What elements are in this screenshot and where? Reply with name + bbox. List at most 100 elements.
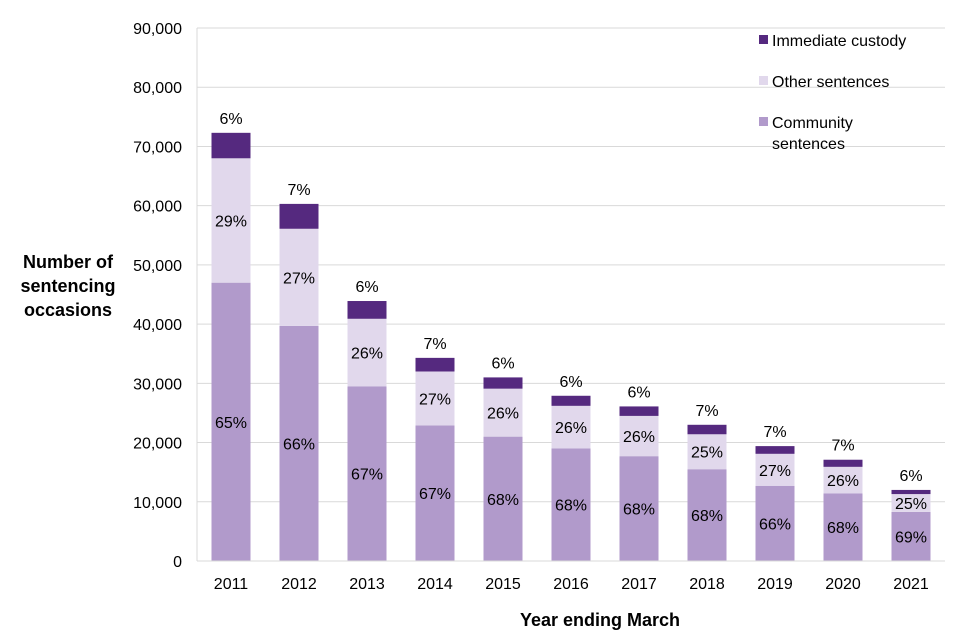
bar-community-sentences-2017 xyxy=(619,456,659,561)
data-label-other-sentences-2011: 29% xyxy=(215,213,247,230)
data-label-community-sentences-2017: 68% xyxy=(623,502,655,519)
data-label-immediate-custody-2012: 7% xyxy=(287,182,310,199)
data-label-other-sentences-2019: 27% xyxy=(759,463,791,480)
y-tick-label: 40,000 xyxy=(133,317,182,334)
data-label-community-sentences-2015: 68% xyxy=(487,492,519,509)
bar-community-sentences-2018 xyxy=(687,469,727,561)
bar-other-sentences-2014 xyxy=(415,371,455,426)
bar-other-sentences-2016 xyxy=(551,405,591,449)
bar-other-sentences-2021 xyxy=(891,494,931,512)
y-tick-label: 90,000 xyxy=(133,21,182,38)
legend-swatch-immediate-custody xyxy=(759,35,768,44)
data-label-immediate-custody-2019: 7% xyxy=(763,424,786,441)
data-label-immediate-custody-2021: 6% xyxy=(899,468,922,485)
data-label-community-sentences-2018: 68% xyxy=(691,508,723,525)
data-label-other-sentences-2018: 25% xyxy=(691,445,723,462)
x-tick-label: 2021 xyxy=(893,576,929,593)
bar-community-sentences-2015 xyxy=(483,436,523,561)
data-label-immediate-custody-2014: 7% xyxy=(423,336,446,353)
bar-other-sentences-2017 xyxy=(619,415,659,457)
legend-label-immediate-custody: Immediate custody xyxy=(772,33,906,50)
data-label-immediate-custody-2017: 6% xyxy=(627,384,650,401)
x-tick-label: 2017 xyxy=(621,576,657,593)
data-label-community-sentences-2012: 66% xyxy=(283,436,315,453)
y-tick-label: 10,000 xyxy=(133,495,182,512)
data-label-other-sentences-2021: 25% xyxy=(895,496,927,513)
x-tick-label: 2018 xyxy=(689,576,725,593)
x-tick-label: 2014 xyxy=(417,576,453,593)
legend-item-community-sentences: Community sentences xyxy=(759,115,853,153)
data-label-immediate-custody-2015: 6% xyxy=(491,355,514,372)
data-label-other-sentences-2014: 27% xyxy=(419,391,451,408)
y-axis-title: Number of sentencing occasions xyxy=(20,252,115,320)
bar-community-sentences-2011 xyxy=(211,282,251,561)
x-tick-label: 2011 xyxy=(214,576,249,593)
bar-other-sentences-2018 xyxy=(687,434,727,470)
bar-other-sentences-2011 xyxy=(211,158,251,283)
data-label-community-sentences-2019: 66% xyxy=(759,516,791,533)
gridlines xyxy=(197,27,945,503)
bar-immediate-custody-2020 xyxy=(823,459,863,467)
data-label-community-sentences-2013: 67% xyxy=(351,467,383,484)
x-tick-label: 2012 xyxy=(281,576,317,593)
x-axis: 2011 2012 2013 2014 2015 2016 2017 2018 2019 2020… xyxy=(214,576,929,593)
bars xyxy=(211,132,931,561)
data-label-immediate-custody-2020: 7% xyxy=(831,438,854,455)
bar-community-sentences-2021 xyxy=(891,511,931,561)
data-label-other-sentences-2020: 26% xyxy=(827,473,859,490)
bar-other-sentences-2020 xyxy=(823,466,863,494)
bar-immediate-custody-2012 xyxy=(279,203,319,229)
bar-community-sentences-2020 xyxy=(823,493,863,561)
x-tick-label: 2020 xyxy=(825,576,861,593)
data-labels: 65% 29% 6% 66% 27% 7% 67% 26% 6% 67% 27% 7% 68% 26% 6%… xyxy=(215,111,927,547)
data-label-community-sentences-2016: 68% xyxy=(555,498,587,515)
legend-item-other-sentences: Other sentences xyxy=(759,74,889,91)
bar-immediate-custody-2013 xyxy=(347,301,387,319)
y-tick-label: 30,000 xyxy=(133,376,182,393)
data-label-other-sentences-2012: 27% xyxy=(283,270,315,287)
data-label-community-sentences-2020: 68% xyxy=(827,520,859,537)
legend: Immediate custody Other sentences Commun… xyxy=(759,33,906,153)
bar-other-sentences-2015 xyxy=(483,388,523,437)
y-axis: 0 10,000 20,000 30,000 40,000 50,000 60,000 70,… xyxy=(133,21,945,571)
legend-swatch-other-sentences xyxy=(759,76,768,85)
bar-other-sentences-2013 xyxy=(347,318,387,387)
y-tick-label: 0 xyxy=(173,554,182,571)
bar-immediate-custody-2014 xyxy=(415,357,455,372)
bar-immediate-custody-2018 xyxy=(687,424,727,435)
bar-immediate-custody-2015 xyxy=(483,377,523,389)
bar-community-sentences-2013 xyxy=(347,386,387,561)
y-tick-label: 60,000 xyxy=(133,199,182,216)
bar-immediate-custody-2017 xyxy=(619,406,659,416)
bar-community-sentences-2012 xyxy=(279,325,319,561)
y-tick-label: 50,000 xyxy=(133,258,182,275)
data-label-other-sentences-2017: 26% xyxy=(623,429,655,446)
bar-community-sentences-2019 xyxy=(755,485,795,561)
bar-community-sentences-2014 xyxy=(415,425,455,561)
data-label-community-sentences-2011: 65% xyxy=(215,415,247,432)
bar-other-sentences-2012 xyxy=(279,228,319,326)
y-tick-label: 80,000 xyxy=(133,80,182,97)
data-label-other-sentences-2016: 26% xyxy=(555,420,587,437)
bar-immediate-custody-2019 xyxy=(755,446,795,454)
y-axis-title-line-2: sentencing xyxy=(20,276,115,296)
bar-immediate-custody-2011 xyxy=(211,132,251,159)
y-axis-title-line-1: Number of xyxy=(23,252,114,272)
y-tick-label: 20,000 xyxy=(133,436,182,453)
legend-label-community-sentences-line-1: Community xyxy=(772,115,853,132)
legend-label-community-sentences-line-2: sentences xyxy=(772,136,845,153)
data-label-other-sentences-2013: 26% xyxy=(351,346,383,363)
legend-item-immediate-custody: Immediate custody xyxy=(759,33,906,50)
legend-swatch-community-sentences xyxy=(759,117,768,126)
data-label-immediate-custody-2013: 6% xyxy=(355,279,378,296)
bar-immediate-custody-2021 xyxy=(891,489,931,495)
data-label-other-sentences-2015: 26% xyxy=(487,406,519,423)
data-label-immediate-custody-2011: 6% xyxy=(219,111,242,128)
x-tick-label: 2019 xyxy=(757,576,793,593)
y-axis-title-line-3: occasions xyxy=(24,300,112,320)
bar-immediate-custody-2016 xyxy=(551,395,591,406)
legend-label-other-sentences: Other sentences xyxy=(772,74,889,91)
x-tick-label: 2013 xyxy=(349,576,385,593)
x-tick-label: 2016 xyxy=(553,576,589,593)
x-axis-title: Year ending March xyxy=(520,610,680,630)
